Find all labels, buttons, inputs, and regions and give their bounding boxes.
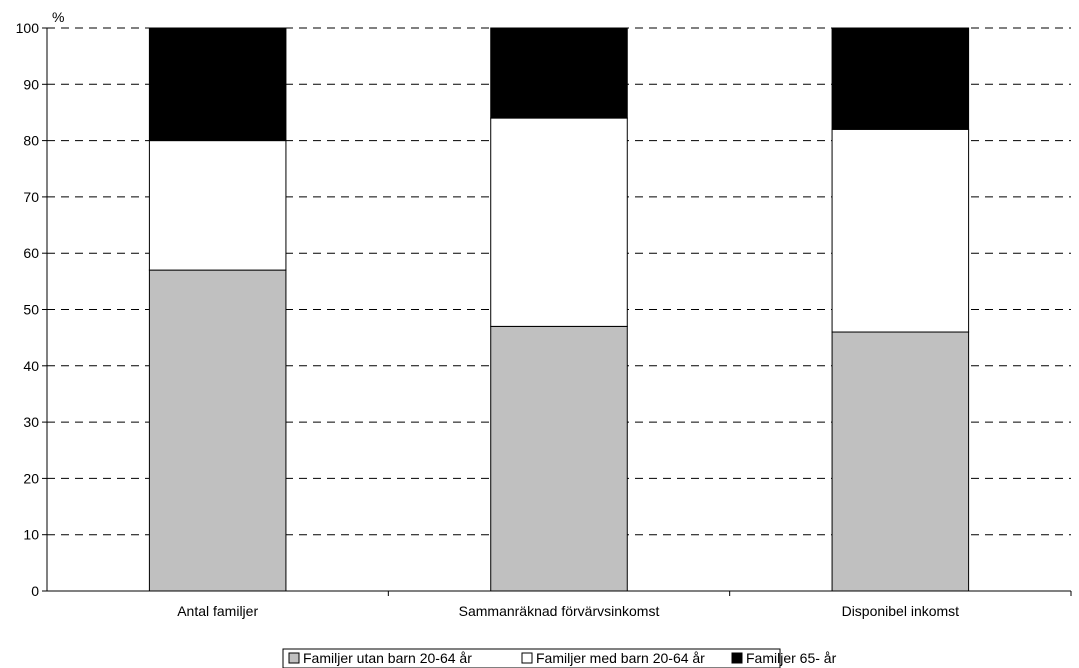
bar-1-series-2	[148, 140, 287, 271]
y-tick-labels: 0 10 20 30 40 50 60 70 80 90 100	[16, 20, 40, 599]
bar-3-series-2	[831, 128, 970, 333]
bar-3-series-1	[831, 331, 970, 592]
legend-swatch-2	[521, 652, 533, 664]
bar-2-series-2	[490, 117, 628, 327]
x-tick-labels: Antal familjer Sammanräknad förvärvsinkom…	[177, 603, 959, 619]
bar-1-series-1	[148, 269, 287, 592]
bar-1-series-3	[148, 27, 287, 142]
axes: %	[42, 9, 1072, 596]
x-tick-label-3: Disponibel inkomst	[842, 603, 960, 619]
y-tick-label-10: 10	[23, 527, 39, 543]
y-tick-label-40: 40	[23, 358, 39, 374]
legend-swatch-3	[731, 652, 743, 664]
y-tick-label-20: 20	[23, 470, 39, 486]
y-tick-label-90: 90	[23, 76, 39, 92]
bar-3-series-3	[831, 27, 970, 130]
y-tick-label-50: 50	[23, 302, 39, 318]
bars	[148, 27, 970, 592]
legend: Familjer utan barn 20-64 år Familjer med …	[282, 648, 837, 668]
x-tick-label-1: Antal familjer	[177, 603, 258, 619]
legend-label-2: Familjer med barn 20-64 år	[536, 650, 705, 666]
bar-2-series-3	[490, 27, 628, 119]
y-tick-label-60: 60	[23, 245, 39, 261]
y-tick-label-0: 0	[31, 583, 39, 599]
x-tick-label-2: Sammanräknad förvärvsinkomst	[459, 603, 660, 619]
y-tick-label-70: 70	[23, 189, 39, 205]
legend-swatch-1	[288, 652, 300, 664]
y-unit-label: %	[52, 9, 64, 25]
legend-label-3: Familjer 65- år	[746, 650, 837, 666]
y-tick-label-100: 100	[16, 20, 40, 36]
y-tick-label-80: 80	[23, 133, 39, 149]
legend-label-1: Familjer utan barn 20-64 år	[303, 650, 472, 666]
bar-2-series-1	[490, 325, 628, 592]
y-tick-label-30: 30	[23, 414, 39, 430]
